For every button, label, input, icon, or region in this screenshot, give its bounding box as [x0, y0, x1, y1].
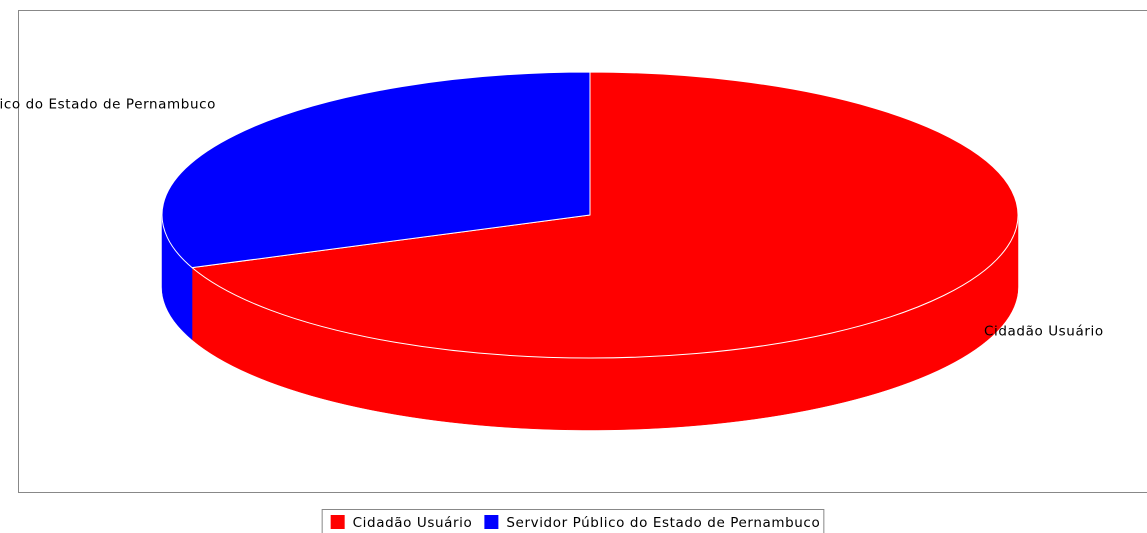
slice-label: Servidor Público do Estado de Pernambuco: [0, 97, 216, 113]
pie: Cidadão Usuário Servidor Público do Estad…: [0, 71, 1104, 431]
slice: [191, 71, 1019, 359]
slice-label: Cidadão Usuário: [984, 323, 1104, 339]
slice: [161, 71, 591, 269]
legend-label: Servidor Público do Estado de Pernambuco: [506, 515, 820, 531]
legend: Cidadão Usuário Servidor Público do Estad…: [321, 509, 825, 533]
legend-swatch: [484, 515, 499, 529]
legend-box: [321, 509, 825, 533]
legend-swatch: [330, 515, 345, 529]
legend-label: Cidadão Usuário: [353, 515, 473, 531]
